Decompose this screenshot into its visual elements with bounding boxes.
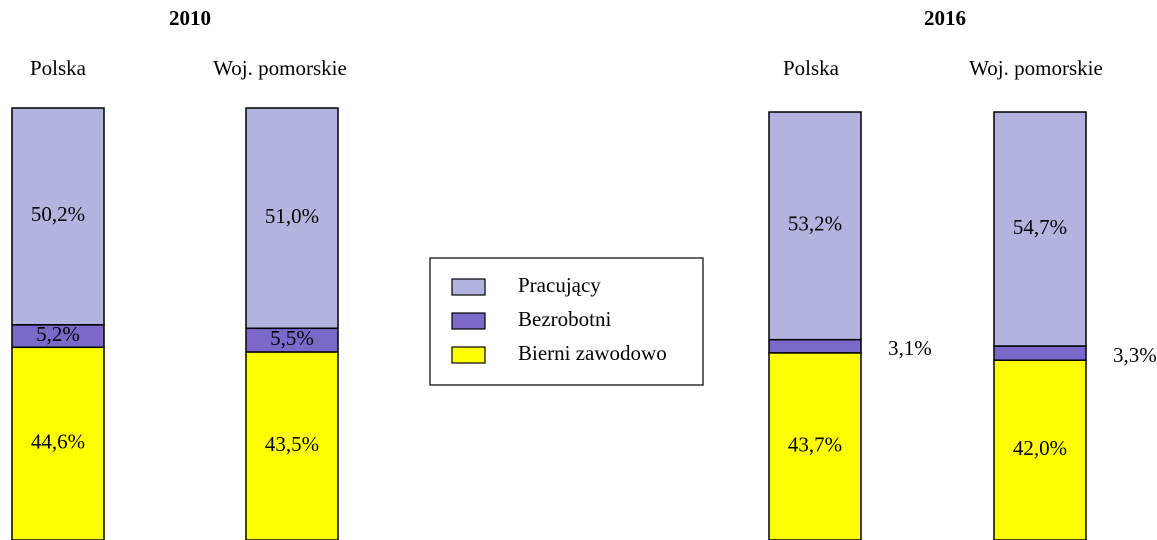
bar-segment — [993, 345, 1087, 361]
group-title: 2016 — [924, 6, 966, 30]
value-label: 3,3% — [1113, 343, 1157, 367]
value-label: 5,5% — [270, 326, 314, 350]
value-label: 44,6% — [31, 429, 85, 453]
bar-segment — [245, 107, 339, 330]
legend-label: Bezrobotni — [518, 307, 611, 331]
bar-segment — [993, 359, 1087, 540]
category-label: Woj. pomorskie — [213, 56, 347, 80]
bar-segment — [768, 352, 862, 540]
bar-segment — [245, 351, 339, 540]
category-label: Woj. pomorskie — [969, 56, 1103, 80]
value-label: 5,2% — [36, 322, 80, 346]
value-label: 50,2% — [31, 202, 85, 226]
value-label: 43,5% — [265, 432, 319, 456]
legend-swatch — [451, 278, 486, 296]
bar-segment — [768, 111, 862, 341]
value-label: 42,0% — [1013, 436, 1067, 460]
value-label: 3,1% — [888, 336, 932, 360]
bar-segment — [11, 346, 105, 540]
bar-segment — [993, 111, 1087, 347]
group-title: 2010 — [169, 6, 211, 30]
value-label: 51,0% — [265, 204, 319, 228]
category-label: Polska — [30, 56, 87, 80]
bar-segment — [768, 338, 862, 354]
legend-label: Bierni zawodowo — [518, 341, 667, 365]
value-label: 54,7% — [1013, 215, 1067, 239]
value-label: 43,7% — [788, 432, 842, 456]
legend-swatch — [451, 346, 486, 364]
category-label: Polska — [783, 56, 840, 80]
legend-label: Pracujący — [518, 273, 601, 297]
bar-segment — [11, 107, 105, 326]
legend-swatch — [451, 312, 486, 330]
value-label: 53,2% — [788, 212, 842, 236]
